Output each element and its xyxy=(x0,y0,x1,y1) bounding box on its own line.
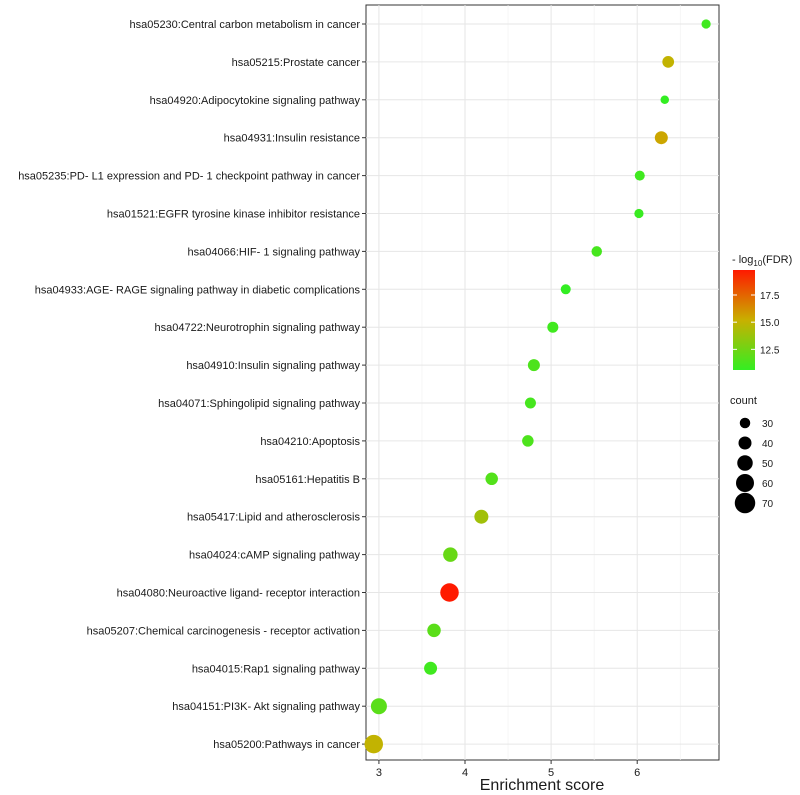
size-legend-label: 70 xyxy=(762,499,774,510)
y-tick-label: hsa04066:HIF- 1 signaling pathway xyxy=(188,246,361,258)
data-point xyxy=(547,321,559,333)
y-tick-label: hsa05207:Chemical carcinogenesis - recep… xyxy=(87,625,360,637)
y-tick-label: hsa05235:PD- L1 expression and PD- 1 che… xyxy=(18,171,360,183)
x-tick-label: 6 xyxy=(634,767,640,779)
data-point xyxy=(364,734,383,754)
data-point xyxy=(634,208,644,219)
y-tick-label: hsa04722:Neurotrophin signaling pathway xyxy=(155,322,361,334)
size-legend: count 30 40 50 60 70 xyxy=(730,395,774,514)
y-tick-label: hsa04015:Rap1 signaling pathway xyxy=(192,663,361,675)
y-tick-label: hsa05230:Central carbon metabolism in ca… xyxy=(129,19,360,31)
x-tick-label: 5 xyxy=(548,767,554,779)
data-point xyxy=(662,56,675,68)
plot-panel xyxy=(365,4,720,761)
x-tick-label: 3 xyxy=(376,767,382,779)
y-tick-label: hsa04910:Insulin signaling pathway xyxy=(186,360,360,372)
x-tick-label: 4 xyxy=(462,767,468,779)
x-axis-title: Enrichment score xyxy=(480,777,605,794)
color-legend-title: - log10(FDR) xyxy=(732,254,792,268)
color-legend-tick-label: 12.5 xyxy=(760,345,780,356)
y-tick-label: hsa04151:PI3K- Akt signaling pathway xyxy=(172,701,360,713)
color-legend-ticks: 12.5 15.0 17.5 xyxy=(733,291,780,356)
size-legend-dot xyxy=(734,492,756,514)
y-tick-label: hsa04933:AGE- RAGE signaling pathway in … xyxy=(35,284,361,296)
size-legend-dot xyxy=(738,436,752,450)
data-point xyxy=(634,170,645,181)
size-legend-dot xyxy=(737,455,753,471)
y-tick-label: hsa05417:Lipid and atherosclerosis xyxy=(187,512,361,524)
y-tick-label: hsa01521:EGFR tyrosine kinase inhibitor … xyxy=(107,209,360,221)
y-tick-label: hsa04071:Sphingolipid signaling pathway xyxy=(158,398,360,410)
data-point xyxy=(654,131,668,145)
y-axis-term-labels: hsa05230:Central carbon metabolism in ca… xyxy=(18,19,366,751)
y-tick-label: hsa05161:Hepatitis B xyxy=(255,474,360,486)
data-point xyxy=(660,95,670,105)
data-point xyxy=(560,284,571,295)
y-tick-label: hsa04080:Neuroactive ligand- receptor in… xyxy=(117,588,360,600)
y-tick-label: hsa04210:Apoptosis xyxy=(260,436,360,448)
data-points xyxy=(364,19,711,754)
data-point xyxy=(440,583,459,602)
color-legend-tick-label: 17.5 xyxy=(760,291,780,302)
color-legend-bar xyxy=(733,270,755,370)
size-legend-title: count xyxy=(730,395,757,407)
size-legend-label: 50 xyxy=(762,459,774,470)
data-point xyxy=(701,19,711,29)
y-tick-label: hsa04024:cAMP signaling pathway xyxy=(189,550,361,562)
data-point xyxy=(370,698,387,715)
size-legend-label: 40 xyxy=(762,439,774,450)
grid-lines xyxy=(366,5,719,760)
data-point xyxy=(427,623,441,638)
size-legend-label: 60 xyxy=(762,479,774,490)
size-legend-items: 30 40 50 60 70 xyxy=(734,417,774,514)
data-point xyxy=(522,435,534,447)
y-tick-label: hsa05215:Prostate cancer xyxy=(232,57,361,69)
x-axis-ticks: 3 4 5 6 xyxy=(376,760,640,779)
data-point xyxy=(485,472,498,486)
data-point xyxy=(591,246,602,257)
data-point xyxy=(474,509,489,524)
color-legend: - log10(FDR) 12.5 15.0 17.5 xyxy=(732,254,792,370)
data-point xyxy=(443,547,458,562)
y-tick-label: hsa04920:Adipocytokine signaling pathway xyxy=(150,95,361,107)
data-point xyxy=(527,359,540,372)
y-tick-label: hsa04931:Insulin resistance xyxy=(224,133,360,145)
data-point xyxy=(424,661,438,675)
data-point xyxy=(524,397,536,409)
size-legend-dot xyxy=(739,417,751,429)
color-legend-tick-label: 15.0 xyxy=(760,318,780,329)
size-legend-label: 30 xyxy=(762,419,774,430)
size-legend-dot xyxy=(736,474,754,492)
y-tick-label: hsa05200:Pathways in cancer xyxy=(213,739,360,751)
